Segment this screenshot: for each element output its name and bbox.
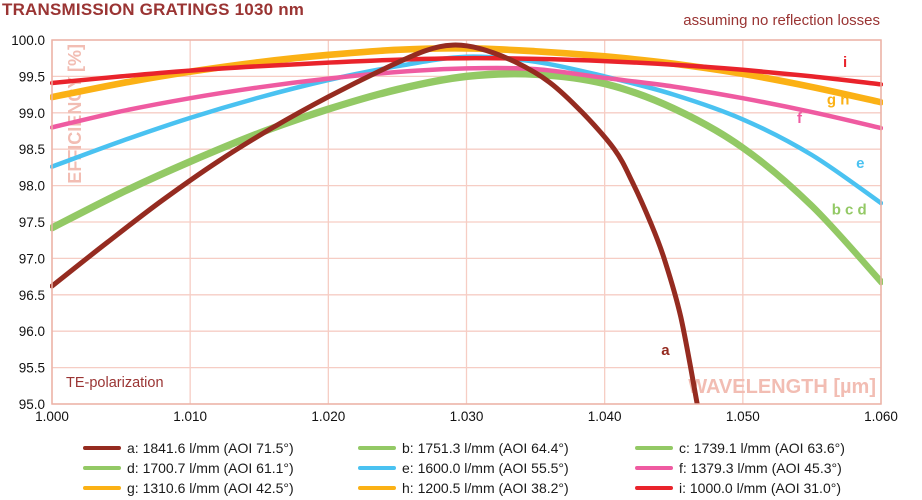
y-tick-label: 98.5	[19, 142, 45, 157]
x-tick-label: 1.020	[311, 409, 345, 424]
series-line-i	[50, 55, 883, 87]
legend-swatch-a	[83, 446, 121, 450]
te-polarization-note: TE-polarization	[66, 375, 164, 391]
legend-label-e: e: 1600.0 l/mm (AOI 55.5°)	[402, 460, 569, 476]
legend-item-h: h: 1200.5 l/mm (AOI 38.2°)	[358, 478, 569, 498]
legend-swatch-g	[83, 486, 121, 490]
y-tick-label: 98.0	[19, 179, 45, 194]
legend-swatch-i	[635, 486, 673, 490]
series-label-b: b c d	[832, 202, 867, 219]
legend-swatch-e	[358, 466, 396, 470]
legend-item-d: d: 1700.7 l/mm (AOI 61.1°)	[83, 458, 294, 478]
y-tick-label: 97.0	[19, 251, 45, 266]
y-tick-label: 95.0	[19, 397, 45, 412]
x-tick-label: 1.010	[173, 409, 207, 424]
x-tick-label: 1.040	[588, 409, 622, 424]
legend-label-g: g: 1310.6 l/mm (AOI 42.5°)	[127, 480, 294, 496]
legend-label-d: d: 1700.7 l/mm (AOI 61.1°)	[127, 460, 294, 476]
series-line-f	[50, 65, 883, 131]
legend-swatch-c	[635, 446, 673, 450]
series-label-i: i	[843, 54, 847, 71]
y-tick-label: 96.0	[19, 324, 45, 339]
legend-swatch-f	[635, 466, 673, 470]
legend-column: a: 1841.6 l/mm (AOI 71.5°) d: 1700.7 l/mm…	[83, 438, 294, 498]
legend-item-a: a: 1841.6 l/mm (AOI 71.5°)	[83, 438, 294, 458]
legend-label-a: a: 1841.6 l/mm (AOI 71.5°)	[127, 440, 294, 456]
legend-item-f: f: 1379.3 l/mm (AOI 45.3°)	[635, 458, 845, 478]
legend-swatch-b	[358, 446, 396, 450]
legend-label-f: f: 1379.3 l/mm (AOI 45.3°)	[679, 460, 842, 476]
x-tick-label: 1.030	[450, 409, 484, 424]
y-tick-label: 95.5	[19, 361, 45, 376]
x-tick-label: 1.050	[726, 409, 760, 424]
x-axis-label: WAVELENGTH [µm]	[688, 376, 876, 398]
page-title: TRANSMISSION GRATINGS 1030 nm	[2, 0, 305, 19]
x-tick-label: 1.000	[35, 409, 69, 424]
legend-column: b: 1751.3 l/mm (AOI 64.4°) e: 1600.0 l/mm…	[358, 438, 569, 498]
series-label-f: f	[797, 110, 803, 127]
legend-label-i: i: 1000.0 l/mm (AOI 31.0°)	[679, 480, 841, 496]
legend-item-c: c: 1739.1 l/mm (AOI 63.6°)	[635, 438, 845, 458]
legend-label-c: c: 1739.1 l/mm (AOI 63.6°)	[679, 440, 845, 456]
legend-swatch-h	[358, 486, 396, 490]
series-label-a: a	[661, 342, 670, 359]
legend-label-h: h: 1200.5 l/mm (AOI 38.2°)	[402, 480, 569, 496]
plot-frame	[51, 39, 882, 405]
legend-column: c: 1739.1 l/mm (AOI 63.6°) f: 1379.3 l/mm…	[635, 438, 845, 498]
legend-item-i: i: 1000.0 l/mm (AOI 31.0°)	[635, 478, 845, 498]
y-tick-label: 99.0	[19, 106, 45, 121]
chart-annotation: assuming no reflection losses	[683, 12, 880, 29]
series-line-b	[50, 71, 883, 284]
y-tick-label: 99.5	[19, 69, 45, 84]
legend-label-b: b: 1751.3 l/mm (AOI 64.4°)	[402, 440, 569, 456]
legend-item-b: b: 1751.3 l/mm (AOI 64.4°)	[358, 438, 569, 458]
series-line-a	[50, 42, 700, 404]
y-tick-label: 97.5	[19, 215, 45, 230]
legend-swatch-d	[83, 466, 121, 470]
legend-item-g: g: 1310.6 l/mm (AOI 42.5°)	[83, 478, 294, 498]
y-tick-label: 96.5	[19, 288, 45, 303]
x-tick-label: 1.060	[864, 409, 898, 424]
series-label-g: g h	[827, 92, 850, 109]
series-label-e: e	[856, 155, 864, 172]
efficiency-chart: EFFICIENCY [%]WAVELENGTH [µm]TE-polariza…	[11, 33, 898, 424]
legend: a: 1841.6 l/mm (AOI 71.5°) d: 1700.7 l/mm…	[0, 438, 922, 500]
y-tick-label: 100.0	[11, 33, 45, 48]
legend-item-e: e: 1600.0 l/mm (AOI 55.5°)	[358, 458, 569, 478]
